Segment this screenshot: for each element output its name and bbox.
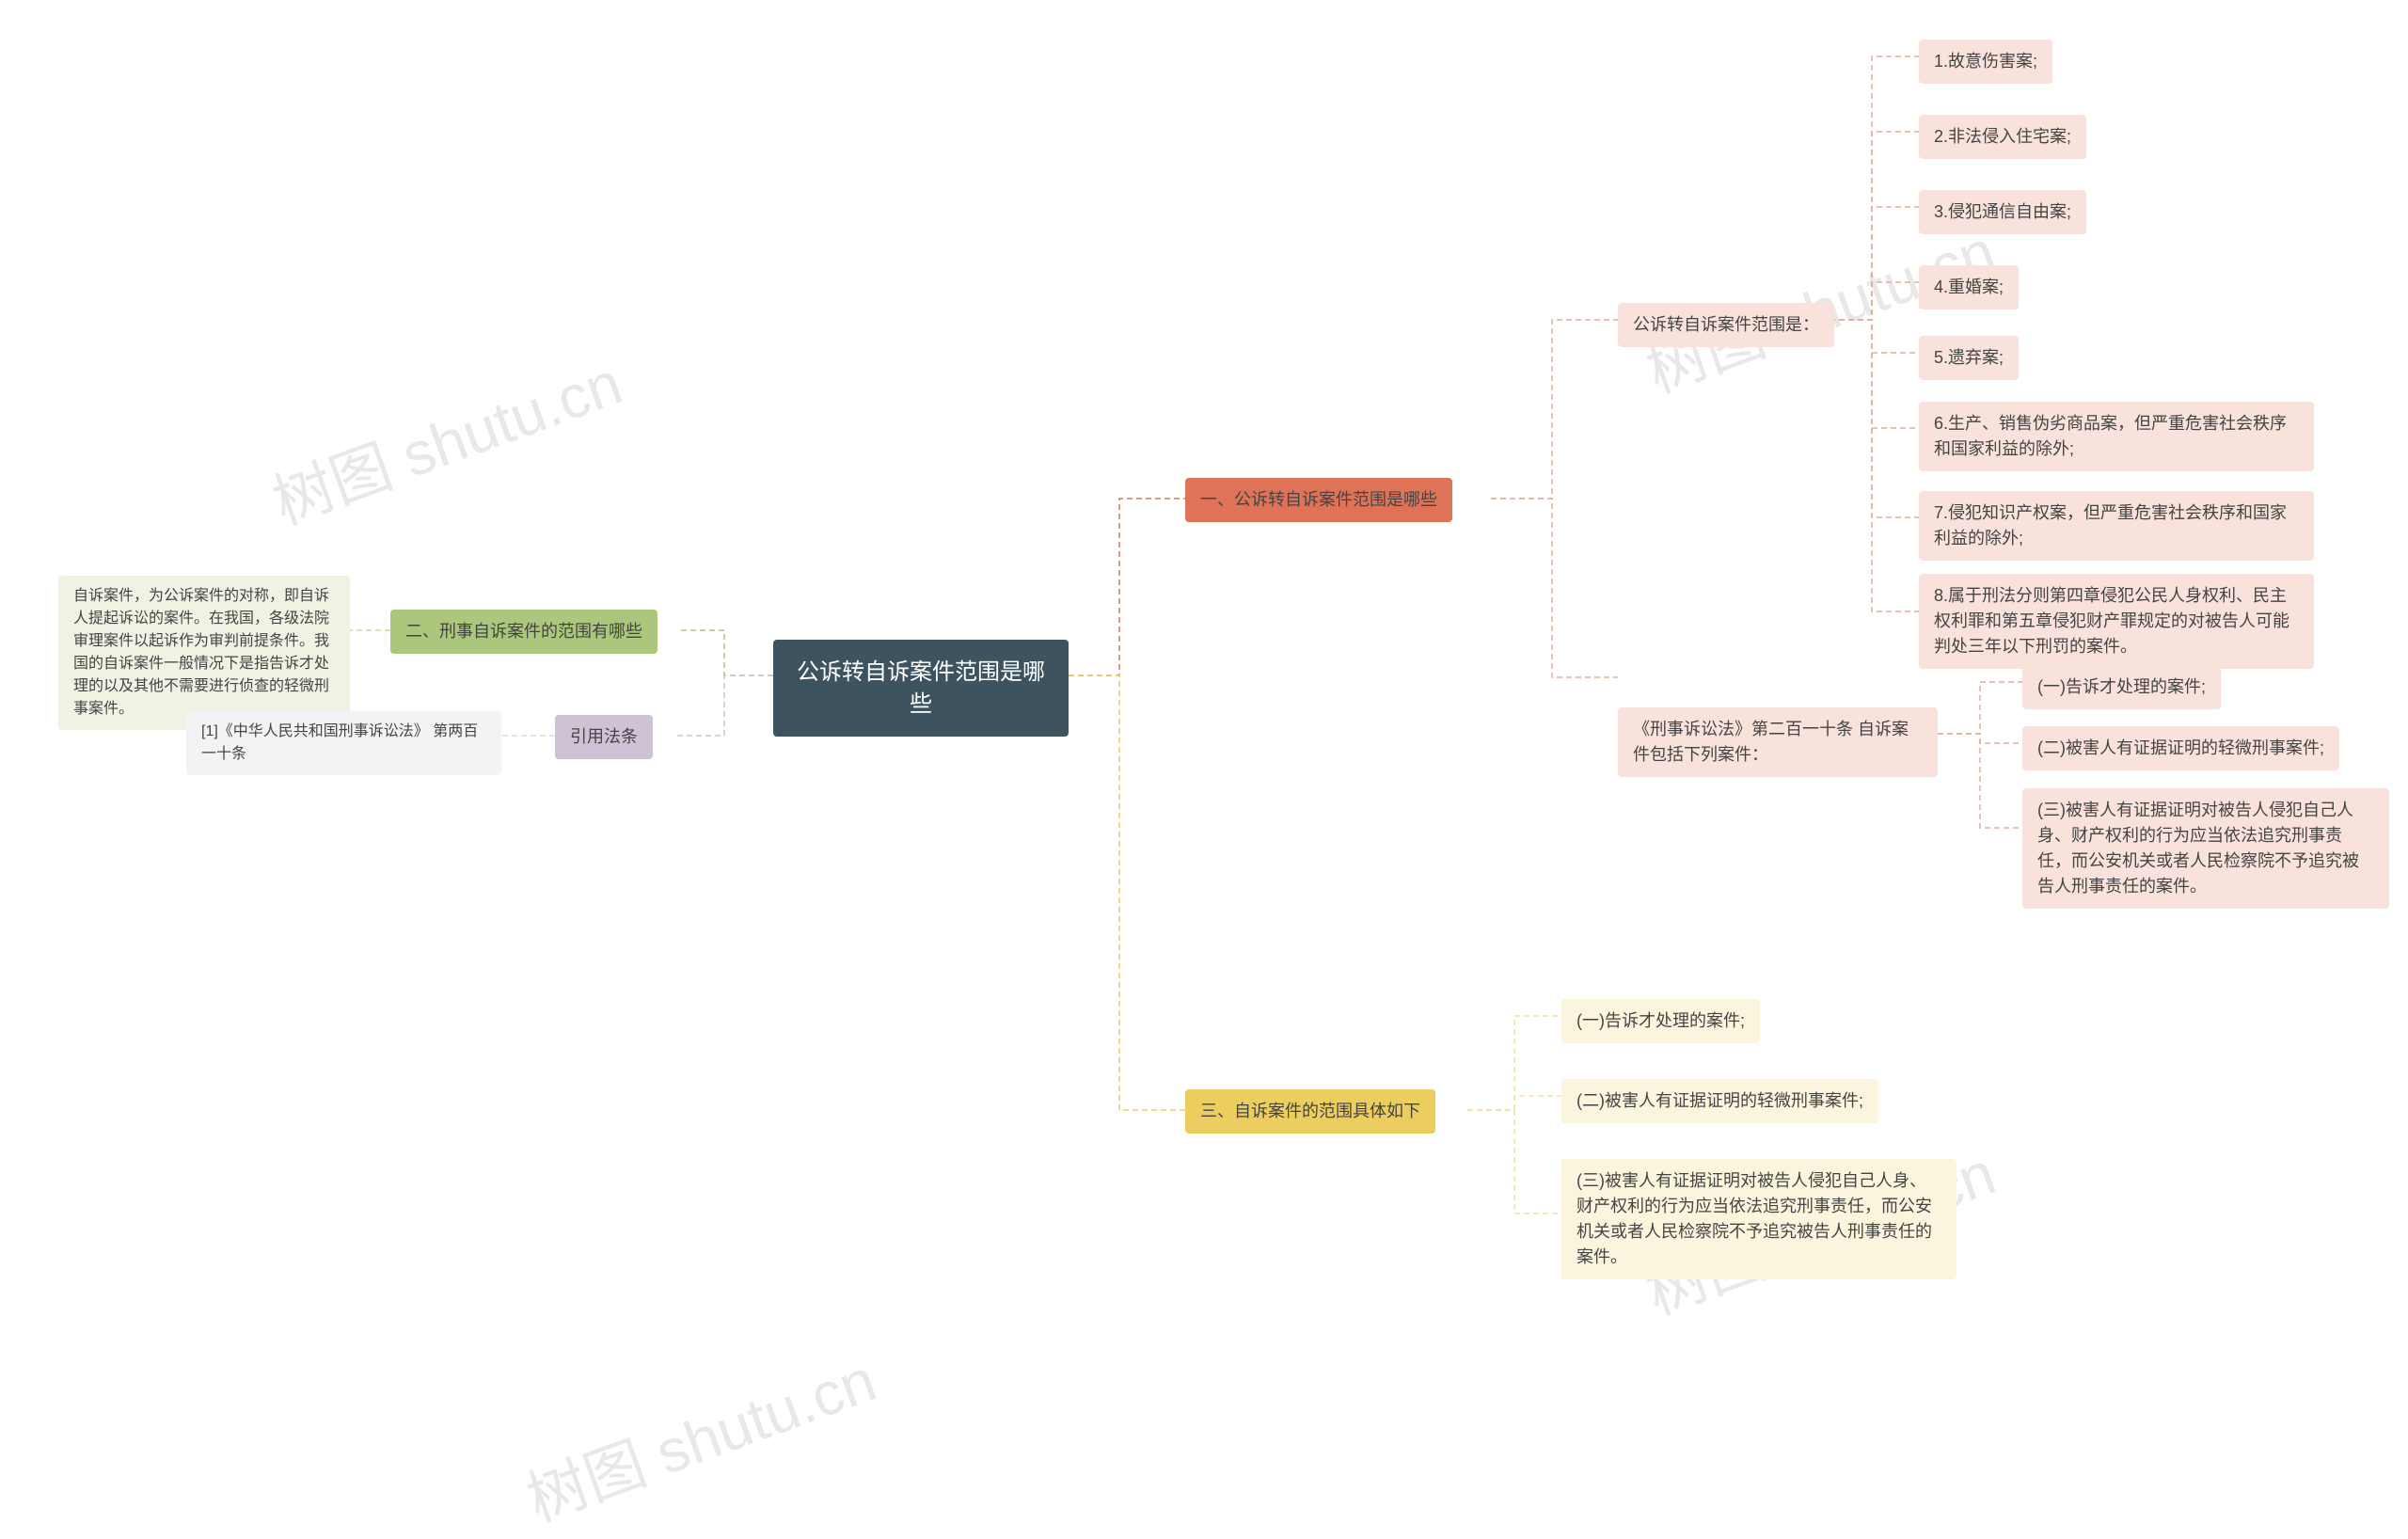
root-node: 公诉转自诉案件范围是哪些 [773, 640, 1069, 737]
branch-2: 二、刑事自诉案件的范围有哪些 [390, 610, 657, 654]
leaf-b1-1-7: 7.侵犯知识产权案，但严重危害社会秩序和国家利益的除外; [1919, 491, 2314, 561]
leaf-b1-1-2: 2.非法侵入住宅案; [1919, 115, 2086, 159]
leaf-b1-2-3: (三)被害人有证据证明对被告人侵犯自己人身、财产权利的行为应当依法追究刑事责任，… [2022, 788, 2389, 909]
leaf-b3-3: (三)被害人有证据证明对被告人侵犯自己人身、财产权利的行为应当依法追究刑事责任，… [1561, 1159, 1956, 1279]
leaf-b3-2: (二)被害人有证据证明的轻微刑事案件; [1561, 1079, 1878, 1123]
leaf-b1-1-5: 5.遗弃案; [1919, 336, 2019, 380]
leaf-ref-1: [1]《中华人民共和国刑事诉讼法》 第两百一十条 [186, 711, 501, 775]
leaf-b1-1-4: 4.重婚案; [1919, 265, 2019, 309]
branch-1-2: 《刑事诉讼法》第二百一十条 自诉案件包括下列案件： [1618, 707, 1938, 777]
leaf-b1-1-1: 1.故意伤害案; [1919, 40, 2052, 84]
leaf-b3-1: (一)告诉才处理的案件; [1561, 999, 1760, 1043]
branch-3: 三、自诉案件的范围具体如下 [1185, 1089, 1435, 1134]
leaf-b1-1-8: 8.属于刑法分则第四章侵犯公民人身权利、民主权利罪和第五章侵犯财产罪规定的对被告… [1919, 574, 2314, 669]
leaf-b1-1-6: 6.生产、销售伪劣商品案，但严重危害社会秩序和国家利益的除外; [1919, 402, 2314, 471]
branch-ref: 引用法条 [555, 715, 653, 759]
watermark: 树图 shutu.cn [260, 335, 632, 541]
leaf-b1-2-2: (二)被害人有证据证明的轻微刑事案件; [2022, 726, 2339, 770]
leaf-b1-2-1: (一)告诉才处理的案件; [2022, 665, 2221, 709]
leaf-b2-1: 自诉案件，为公诉案件的对称，即自诉人提起诉讼的案件。在我国，各级法院审理案件以起… [58, 576, 350, 730]
branch-1-1: 公诉转自诉案件范围是： [1618, 303, 1834, 347]
branch-1: 一、公诉转自诉案件范围是哪些 [1185, 478, 1452, 522]
leaf-b1-1-3: 3.侵犯通信自由案; [1919, 190, 2086, 234]
watermark: 树图 shutu.cn [514, 1332, 886, 1538]
